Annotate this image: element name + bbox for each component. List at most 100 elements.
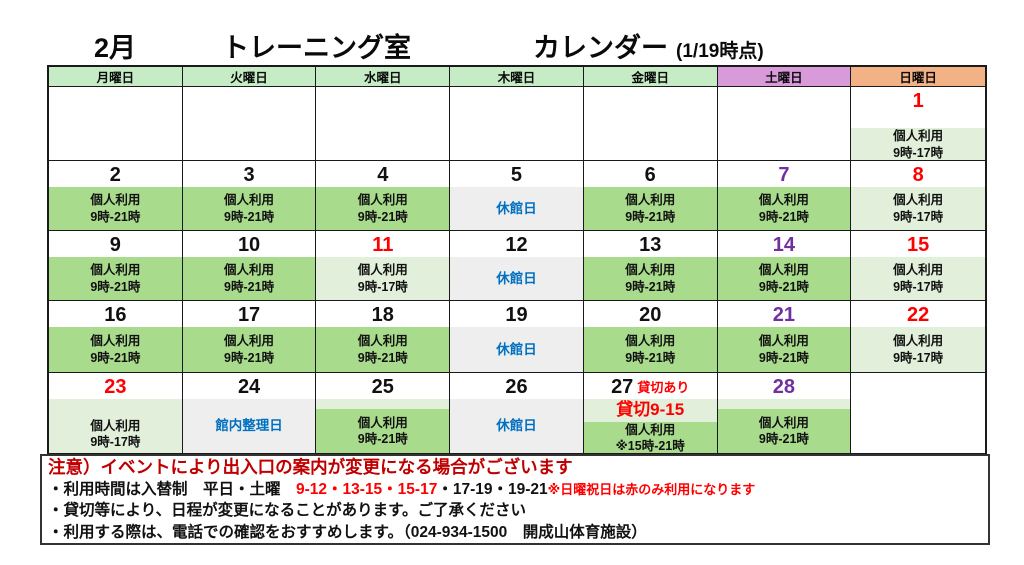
date-row: 21 (718, 301, 851, 327)
calendar-cell-empty (851, 373, 985, 453)
calendar-cell-day-9: 9 個人利用 9時-21時 (49, 231, 183, 301)
schedule-personal-use: 個人利用 9時-21時 (49, 257, 182, 300)
date-row (851, 373, 985, 399)
weekday-header-tuesday: 火曜日 (182, 67, 317, 87)
calendar-cell-day-20: 20 個人利用 9時-21時 (583, 301, 718, 373)
schedule-line: 個人利用 (758, 334, 809, 349)
schedule-line: 個人利用 (625, 423, 676, 437)
schedule-line: ※15時-21時 (615, 439, 685, 453)
calendar-cell-day-11: 11 個人利用 9時-17時 (316, 231, 451, 301)
date-row: 23 (49, 373, 182, 399)
schedule-personal-use: 個人利用 9時-21時 (583, 187, 717, 230)
schedule-personal-use: 個人利用 9時-17時 (49, 399, 182, 453)
date-row: 14 (718, 231, 851, 257)
day-number: 27 (611, 375, 634, 398)
day-number: 21 (772, 303, 796, 326)
schedule-personal-use: 個人利用 9時-21時 (717, 187, 851, 230)
date-row: 7 (718, 161, 851, 187)
calendar-cell-day-1: 1 個人利用 9時-17時 (851, 87, 985, 161)
schedule-line: 休館日 (496, 341, 537, 357)
calendar-cell-empty (450, 87, 584, 161)
schedule-line: 9時-21時 (357, 209, 408, 224)
date-row: 28 (718, 373, 851, 399)
schedule-personal-use: 個人利用 9時-21時 (182, 257, 316, 300)
schedule-line: 9時-21時 (90, 350, 141, 365)
date-row (718, 87, 851, 113)
note-hours: ・利用時間は入替制 平日・土曜 9-12・13-15・15-17・17-19・1… (48, 479, 982, 501)
schedule-line: 個人利用 (893, 263, 944, 278)
schedule-line: 館内整理日 (215, 418, 283, 434)
schedule-line: 休館日 (496, 418, 537, 434)
schedule-personal-use: 個人利用 9時-21時 (49, 327, 182, 372)
weekday-header-wednesday: 水曜日 (316, 67, 451, 87)
calendar-cell-day-23: 23 個人利用 9時-17時 (49, 373, 183, 453)
date-row: 1 (851, 87, 985, 113)
calendar-cell-day-14: 14 個人利用 9時-21時 (717, 231, 852, 301)
schedule-personal-use: 個人利用 9時-21時 (316, 399, 450, 453)
day-number: 3 (243, 163, 255, 186)
day-number: 28 (772, 375, 796, 398)
note-warning: 注意）イベントにより出入口の案内が変更になる場合がございます (48, 457, 573, 477)
note-hours-prefix: ・利用時間は入替制 平日・土曜 (48, 480, 297, 498)
date-row: 12 (450, 231, 583, 257)
schedule-personal-use: 個人利用 9時-21時 (182, 327, 316, 372)
schedule-line: 個人利用 (758, 263, 809, 278)
page-title: 2月 トレーニング室 カレンダー (1/19時点) (48, 26, 988, 63)
schedule-line: 9時-17時 (893, 279, 944, 294)
date-row (450, 87, 583, 113)
schedule-closed-day: 休館日 (450, 327, 583, 372)
schedule-line: 9時-17時 (90, 434, 141, 449)
date-row: 10 (183, 231, 316, 257)
day-number: 8 (912, 163, 924, 186)
schedule-line: 個人利用 (90, 418, 141, 433)
schedule-closed-day: 休館日 (450, 187, 583, 230)
date-row: 17 (183, 301, 316, 327)
schedule-personal-use: 個人利用 9時-21時 (583, 257, 717, 300)
day-number: 18 (371, 303, 394, 326)
schedule-line: 個人利用 (758, 193, 809, 208)
reserved-time: 貸切9-15 (616, 400, 685, 420)
day-number: 14 (772, 233, 796, 256)
date-row: 3 (183, 161, 316, 187)
schedule-personal-use: 個人利用 9時-21時 (717, 399, 851, 453)
calendar-cell-day-2: 2 個人利用 9時-21時 (49, 161, 183, 231)
schedule-line: 個人利用 (357, 263, 408, 278)
date-row (584, 87, 717, 113)
schedule-line: 個人利用 (893, 129, 944, 144)
schedule-personal-use: 個人利用 9時-21時 (583, 327, 717, 372)
notes-box: 注意）イベントにより出入口の案内が変更になる場合がございます ・利用時間は入替制… (40, 454, 990, 545)
date-row: 25 (316, 373, 449, 399)
day-number: 20 (639, 303, 662, 326)
schedule-line: 9時-17時 (893, 350, 944, 365)
calendar-cell-day-17: 17 個人利用 9時-21時 (182, 301, 317, 373)
schedule-line: 個人利用 (224, 193, 275, 208)
note-hours-red-slots: 9-12・13-15・15-17 (296, 480, 438, 498)
date-row: 9 (49, 231, 182, 257)
date-row: 13 (584, 231, 717, 257)
schedule-reserved: 貸切9-15 個人利用 ※15時-21時 (583, 399, 717, 453)
schedule-line: 9時-21時 (90, 209, 141, 224)
schedule-personal-use: 個人利用 9時-17時 (851, 257, 985, 300)
note-schedule-change: ・貸切等により、日程が変更になることがあります。ご了承ください (48, 502, 527, 519)
schedule-line: 9時-21時 (758, 432, 809, 446)
calendar-cell-empty (182, 87, 317, 161)
day-number: 6 (644, 163, 656, 186)
schedule-line: 9時-21時 (224, 279, 275, 294)
day-number: 9 (109, 233, 121, 256)
day-number: 22 (907, 303, 930, 326)
day-number: 16 (104, 303, 127, 326)
schedule-line: 個人利用 (758, 415, 809, 430)
schedule-personal-use: 個人利用 9時-17時 (851, 187, 985, 230)
schedule-line: 9時-21時 (758, 279, 809, 294)
schedule-line: 9時-21時 (357, 432, 408, 446)
weekday-header-sunday: 日曜日 (851, 67, 985, 87)
schedule-line: 9時-17時 (893, 145, 944, 160)
schedule-line: 個人利用 (224, 334, 275, 349)
schedule-line: 9時-21時 (758, 350, 809, 365)
day-number: 25 (371, 375, 394, 398)
day-number: 19 (505, 303, 528, 326)
day-number: 23 (104, 375, 127, 398)
calendar-cell-empty (583, 87, 718, 161)
calendar-cell-day-3: 3 個人利用 9時-21時 (182, 161, 317, 231)
calendar-cell-day-13: 13 個人利用 9時-21時 (583, 231, 718, 301)
